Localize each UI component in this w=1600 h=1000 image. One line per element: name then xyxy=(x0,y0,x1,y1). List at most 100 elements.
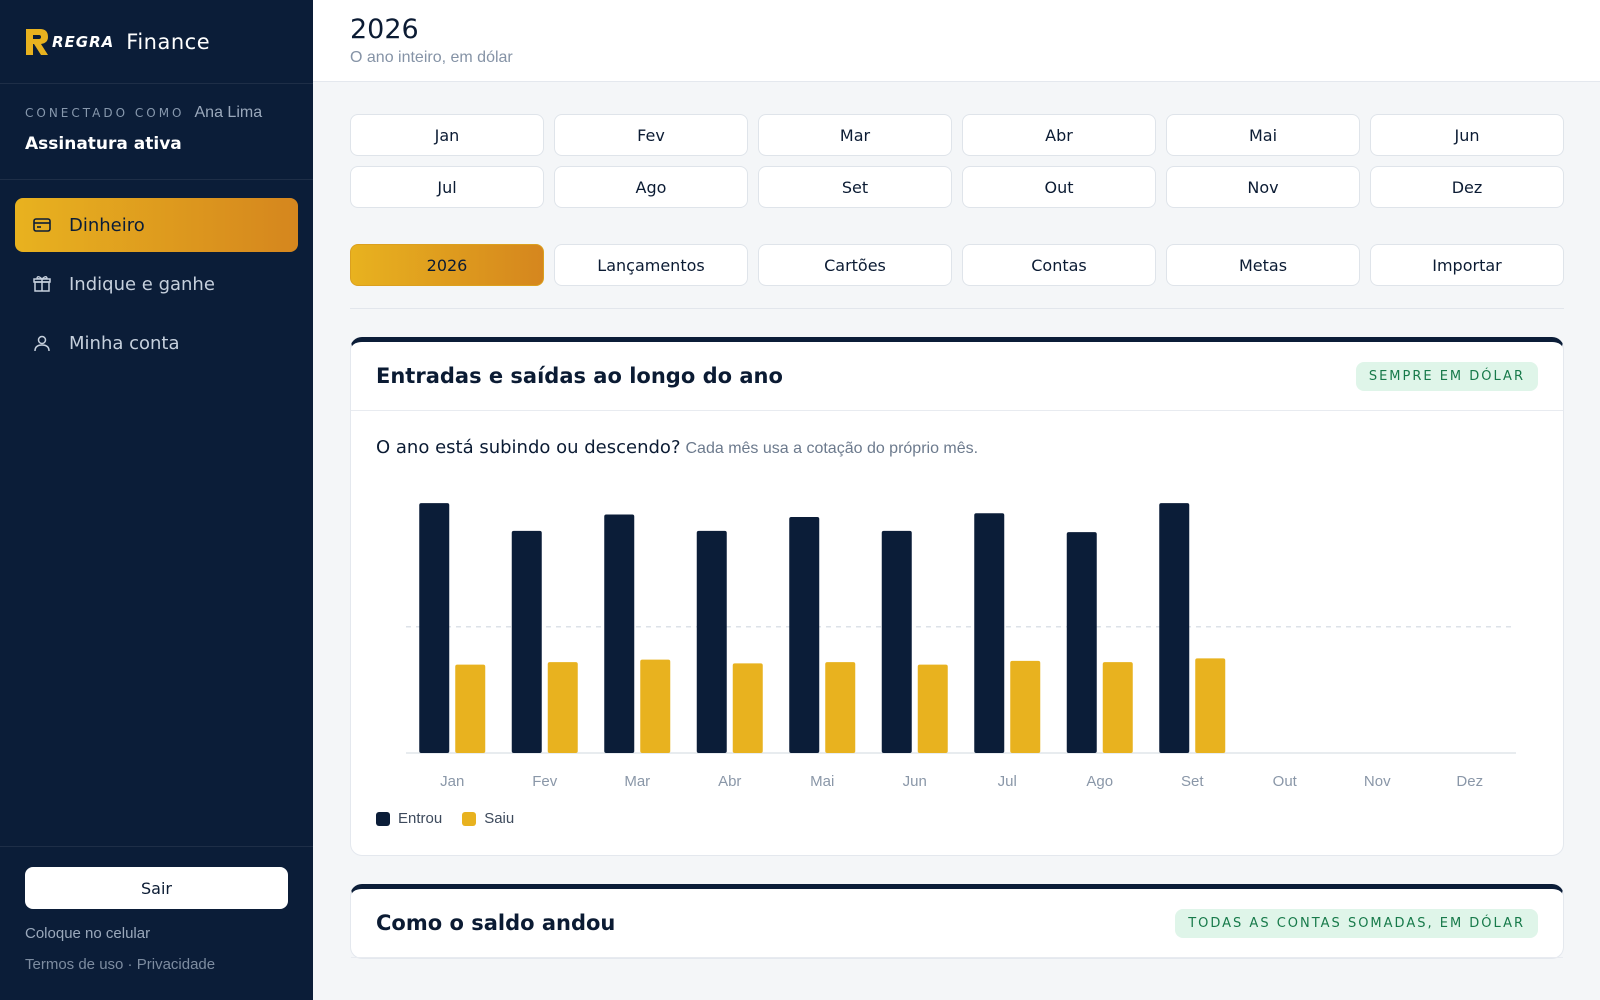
legend-swatch-saiu xyxy=(462,811,477,826)
x-tick-label: Mai xyxy=(810,773,834,790)
card-header: Como o saldo andou TODAS AS CONTAS SOMAD… xyxy=(351,889,1563,958)
bar-saiu-jun[interactable] xyxy=(917,664,948,753)
bar-entrou-mar[interactable] xyxy=(604,514,635,754)
tab-lancamentos[interactable]: Lançamentos xyxy=(554,244,748,286)
app-name: Finance xyxy=(126,29,211,54)
month-set[interactable]: Set xyxy=(758,166,952,208)
user-name: Ana Lima xyxy=(194,104,263,121)
session-info: CONECTADO COMO Ana Lima Assinatura ativa xyxy=(0,84,313,180)
sidebar-item-label: Dinheiro xyxy=(69,214,145,236)
month-mai[interactable]: Mai xyxy=(1166,114,1360,156)
sidebar-item-label: Indique e ganhe xyxy=(69,273,215,295)
tab-2026[interactable]: 2026 xyxy=(350,244,544,286)
subscription-status: Assinatura ativa xyxy=(25,134,182,154)
sidebar-item-dinheiro[interactable]: Dinheiro xyxy=(15,198,298,252)
chart-question-note: Cada mês usa a cotação do próprio mês. xyxy=(685,440,979,457)
page-title: 2026 xyxy=(350,14,419,45)
bar-saiu-jan[interactable] xyxy=(455,664,486,753)
x-tick-label: Jun xyxy=(903,773,927,790)
card-title: Entradas e saídas ao longo do ano xyxy=(376,364,783,388)
bar-saiu-jul[interactable] xyxy=(1010,660,1041,753)
gift-icon xyxy=(31,273,53,295)
bar-saiu-mai[interactable] xyxy=(825,662,856,753)
x-tick-label: Fev xyxy=(532,773,558,790)
x-tick-label: Ago xyxy=(1086,773,1113,790)
brand-logo[interactable]: REGRA xyxy=(24,27,114,57)
install-app-link[interactable]: Coloque no celular xyxy=(25,925,151,942)
currency-badge: SEMPRE EM DÓLAR xyxy=(1355,361,1538,391)
brand-wordmark: REGRA xyxy=(52,32,115,51)
month-out[interactable]: Out xyxy=(962,166,1156,208)
x-tick-label: Mar xyxy=(624,773,650,790)
terms-link[interactable]: Termos de uso xyxy=(25,956,124,973)
bar-entrou-fev[interactable] xyxy=(511,530,542,753)
bar-saiu-set[interactable] xyxy=(1195,658,1226,753)
section-tabs: 2026 Lançamentos Cartões Contas Metas Im… xyxy=(350,244,1564,286)
legend-label-saiu: Saiu xyxy=(484,810,515,827)
regra-logo-icon xyxy=(26,28,48,55)
bar-saiu-abr[interactable] xyxy=(732,663,763,753)
month-jun[interactable]: Jun xyxy=(1370,114,1564,156)
income-expense-card: Entradas e saídas ao longo do ano SEMPRE… xyxy=(350,337,1564,856)
bar-saiu-mar[interactable] xyxy=(640,659,671,753)
bar-entrou-mai[interactable] xyxy=(789,517,820,753)
tab-contas[interactable]: Contas xyxy=(962,244,1156,286)
legal-links: Termos de uso · Privacidade xyxy=(25,956,288,973)
sidebar-footer: Sair Coloque no celular Termos de uso · … xyxy=(0,846,313,1000)
month-mar[interactable]: Mar xyxy=(758,114,952,156)
x-tick-label: Jan xyxy=(440,773,464,790)
balance-card: Como o saldo andou TODAS AS CONTAS SOMAD… xyxy=(350,884,1564,959)
x-tick-label: Nov xyxy=(1364,773,1391,790)
bar-entrou-jan[interactable] xyxy=(419,503,450,753)
content: Jan Fev Mar Abr Mai Jun Jul Ago Set Out … xyxy=(313,82,1600,959)
sidebar: REGRA Finance CONECTADO COMO Ana Lima As… xyxy=(0,0,313,1000)
section-divider xyxy=(350,308,1564,309)
brand: REGRA Finance xyxy=(0,0,313,84)
month-ago[interactable]: Ago xyxy=(554,166,748,208)
connected-as-label: CONECTADO COMO xyxy=(25,106,185,120)
sidebar-item-minha-conta[interactable]: Minha conta xyxy=(15,316,298,370)
month-selector: Jan Fev Mar Abr Mai Jun Jul Ago Set Out … xyxy=(350,114,1564,208)
x-tick-label: Dez xyxy=(1456,773,1483,790)
bar-saiu-fev[interactable] xyxy=(547,662,578,753)
bar-saiu-ago[interactable] xyxy=(1102,662,1133,753)
month-fev[interactable]: Fev xyxy=(554,114,748,156)
bar-chart-svg: Jan Fev Mar Abr Mai Jun Jul Ago Set Out Nov Dez xyxy=(406,503,1516,790)
card-body: O ano está subindo ou descendo? Cada mês… xyxy=(351,411,1563,855)
links-separator: · xyxy=(123,956,137,973)
legend-label-entrou: Entrou xyxy=(398,810,443,827)
tab-importar[interactable]: Importar xyxy=(1370,244,1564,286)
bar-entrou-ago[interactable] xyxy=(1066,532,1097,753)
x-tick-label: Abr xyxy=(718,773,741,790)
main-area: 2026 O ano inteiro, em dólar Jan Fev Mar… xyxy=(313,0,1600,1000)
sidebar-nav: Dinheiro Indique e ganhe Minha conta xyxy=(0,180,313,370)
bar-entrou-set[interactable] xyxy=(1159,503,1190,753)
tab-metas[interactable]: Metas xyxy=(1166,244,1360,286)
user-icon xyxy=(31,332,53,354)
card-header: Entradas e saídas ao longo do ano SEMPRE… xyxy=(351,342,1563,411)
bar-entrou-jul[interactable] xyxy=(974,513,1005,753)
bar-entrou-jun[interactable] xyxy=(881,530,912,753)
x-tick-label: Out xyxy=(1273,773,1298,790)
page-header: 2026 O ano inteiro, em dólar xyxy=(313,0,1600,82)
legend-item-saiu[interactable]: Saiu xyxy=(462,810,514,827)
bar-entrou-abr[interactable] xyxy=(696,530,727,753)
card-title: Como o saldo andou xyxy=(376,911,616,935)
x-tick-label: Jul xyxy=(998,773,1017,790)
month-jul[interactable]: Jul xyxy=(350,166,544,208)
privacy-link[interactable]: Privacidade xyxy=(136,956,216,973)
sidebar-item-indique[interactable]: Indique e ganhe xyxy=(15,257,298,311)
legend-swatch-entrou xyxy=(376,811,390,826)
accounts-badge: TODAS AS CONTAS SOMADAS, EM DÓLAR xyxy=(1175,908,1538,938)
sidebar-item-label: Minha conta xyxy=(69,332,180,354)
legend-item-entrou[interactable]: Entrou xyxy=(376,810,442,827)
month-dez[interactable]: Dez xyxy=(1370,166,1564,208)
month-jan[interactable]: Jan xyxy=(350,114,544,156)
month-abr[interactable]: Abr xyxy=(962,114,1156,156)
x-tick-label: Set xyxy=(1181,773,1204,790)
month-nov[interactable]: Nov xyxy=(1166,166,1360,208)
tab-cartoes[interactable]: Cartões xyxy=(758,244,952,286)
card-icon xyxy=(31,214,53,236)
logout-button[interactable]: Sair xyxy=(25,867,288,909)
chart-question: O ano está subindo ou descendo? Cada mês… xyxy=(376,437,1538,458)
